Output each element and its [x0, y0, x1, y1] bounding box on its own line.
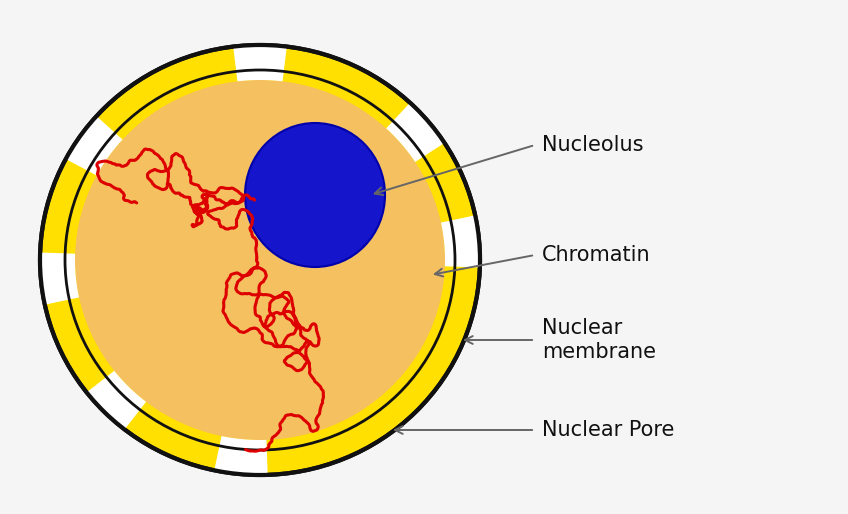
Polygon shape — [233, 45, 287, 81]
Text: Nuclear
membrane: Nuclear membrane — [542, 318, 656, 362]
Polygon shape — [441, 215, 480, 267]
Text: Nucleolus: Nucleolus — [542, 135, 644, 155]
Polygon shape — [386, 103, 444, 162]
Ellipse shape — [75, 80, 445, 440]
Ellipse shape — [245, 123, 385, 267]
Polygon shape — [66, 116, 122, 175]
Text: Chromatin: Chromatin — [542, 245, 650, 265]
Ellipse shape — [40, 45, 480, 475]
Polygon shape — [40, 252, 79, 305]
Polygon shape — [86, 371, 146, 429]
Text: Nuclear Pore: Nuclear Pore — [542, 420, 674, 440]
Polygon shape — [215, 436, 268, 475]
